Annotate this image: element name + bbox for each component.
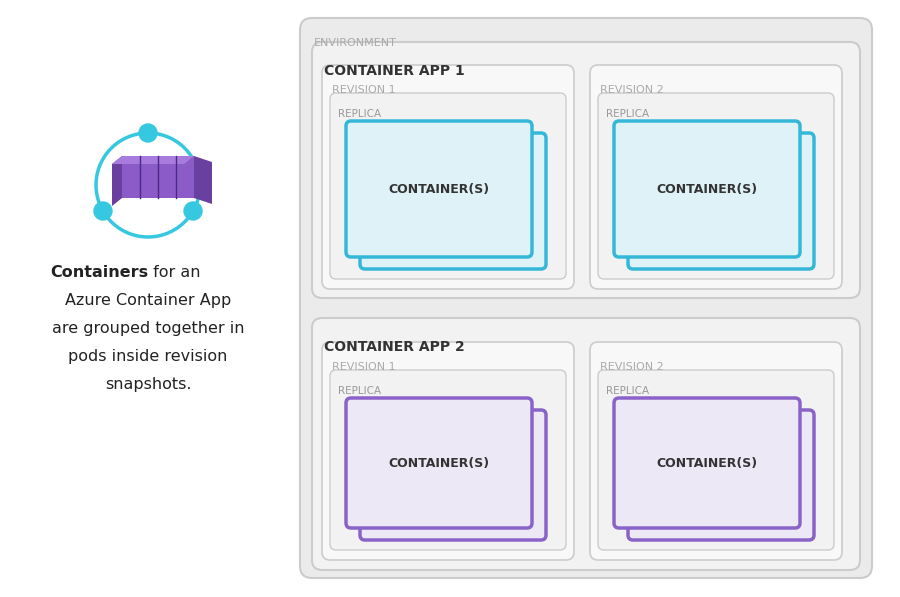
Polygon shape (112, 156, 194, 164)
FancyBboxPatch shape (312, 42, 860, 298)
FancyBboxPatch shape (300, 18, 872, 578)
Text: REVISION 1: REVISION 1 (332, 362, 396, 372)
Text: ENVIRONMENT: ENVIRONMENT (314, 38, 397, 48)
FancyBboxPatch shape (614, 398, 800, 528)
FancyBboxPatch shape (312, 318, 860, 570)
Polygon shape (122, 156, 194, 198)
FancyBboxPatch shape (614, 121, 800, 257)
FancyBboxPatch shape (590, 342, 842, 560)
Text: CONTAINER(S): CONTAINER(S) (389, 457, 490, 469)
Polygon shape (194, 156, 212, 204)
FancyBboxPatch shape (598, 93, 834, 279)
Text: CONTAINER(S): CONTAINER(S) (656, 457, 758, 469)
FancyBboxPatch shape (598, 370, 834, 550)
Circle shape (184, 202, 202, 220)
FancyBboxPatch shape (330, 93, 566, 279)
FancyBboxPatch shape (590, 65, 842, 289)
Text: REPLICA: REPLICA (606, 109, 649, 119)
FancyBboxPatch shape (322, 65, 574, 289)
Text: snapshots.: snapshots. (104, 377, 191, 392)
Text: CONTAINER(S): CONTAINER(S) (389, 183, 490, 195)
Text: pods inside revision: pods inside revision (68, 349, 228, 364)
Text: CONTAINER(S): CONTAINER(S) (656, 183, 758, 195)
Text: REPLICA: REPLICA (338, 386, 381, 396)
FancyBboxPatch shape (360, 133, 546, 269)
Text: REVISION 2: REVISION 2 (600, 85, 664, 95)
Text: REVISION 1: REVISION 1 (332, 85, 396, 95)
Circle shape (139, 124, 157, 142)
Text: Azure Container App: Azure Container App (65, 293, 231, 308)
Text: REPLICA: REPLICA (338, 109, 381, 119)
Text: CONTAINER APP 1: CONTAINER APP 1 (324, 64, 464, 78)
Text: for an: for an (148, 265, 201, 280)
Circle shape (94, 202, 112, 220)
Text: CONTAINER APP 2: CONTAINER APP 2 (324, 340, 464, 354)
Text: REPLICA: REPLICA (606, 386, 649, 396)
Text: Containers: Containers (50, 265, 148, 280)
FancyBboxPatch shape (346, 121, 532, 257)
FancyBboxPatch shape (628, 410, 814, 540)
Text: REVISION 2: REVISION 2 (600, 362, 664, 372)
Text: are grouped together in: are grouped together in (52, 321, 244, 336)
FancyBboxPatch shape (322, 342, 574, 560)
FancyBboxPatch shape (628, 133, 814, 269)
Polygon shape (112, 156, 122, 206)
FancyBboxPatch shape (346, 398, 532, 528)
FancyBboxPatch shape (330, 370, 566, 550)
FancyBboxPatch shape (360, 410, 546, 540)
